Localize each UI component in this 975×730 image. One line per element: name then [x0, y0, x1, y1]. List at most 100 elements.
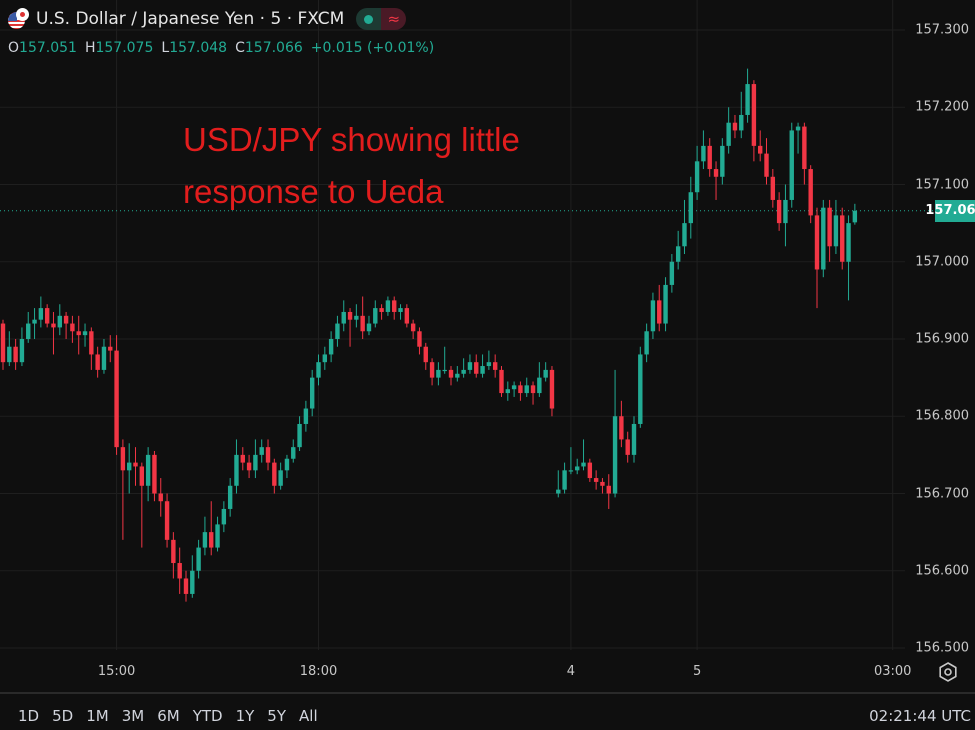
grid-lines	[0, 0, 905, 650]
candle-up	[543, 362, 548, 382]
candle-body	[183, 578, 189, 594]
range-button-5d[interactable]: 5D	[52, 707, 74, 725]
candle-down	[404, 304, 410, 328]
candle-up	[215, 516, 220, 552]
candle-body	[57, 315, 62, 328]
range-button-6m[interactable]: 6M	[157, 707, 180, 725]
candle-body	[190, 570, 195, 594]
candle-down	[530, 381, 536, 405]
candle-body	[511, 385, 517, 390]
range-button-1d[interactable]: 1D	[18, 707, 40, 725]
candle-body	[152, 454, 157, 494]
range-button-3m[interactable]: 3M	[121, 707, 145, 725]
candle-body	[234, 454, 239, 486]
candle-body	[575, 466, 580, 471]
candle-body	[108, 346, 113, 351]
candle-down	[827, 199, 832, 262]
candle-body	[663, 284, 668, 324]
candle-up	[373, 300, 378, 328]
candle-up	[833, 199, 839, 255]
candle-body	[95, 354, 100, 370]
candle-body	[581, 462, 586, 467]
candle-body	[70, 323, 75, 332]
candle-body	[297, 423, 302, 448]
price-tick-label: 157.000	[915, 254, 969, 270]
candle-up	[726, 107, 731, 154]
candle-body	[739, 114, 744, 131]
candle-body	[442, 369, 447, 372]
candle-body	[669, 261, 675, 285]
candle-up	[556, 470, 561, 498]
candle-body	[373, 308, 378, 324]
candle-body	[556, 489, 561, 494]
close-value: 157.066	[244, 40, 303, 56]
candlestick-chart[interactable]	[0, 0, 975, 692]
candle-up	[682, 199, 687, 255]
candle-down	[600, 478, 605, 494]
time-tick-label: 5	[692, 664, 702, 679]
candle-body	[745, 84, 750, 115]
candle-up	[234, 439, 239, 494]
candle-up	[297, 416, 302, 452]
range-button-1y[interactable]: 1Y	[235, 707, 255, 725]
market-open-dot-icon	[356, 8, 382, 30]
candle-body	[429, 362, 435, 378]
candle-body	[650, 300, 656, 332]
candle-down	[587, 458, 593, 482]
range-button-1m[interactable]: 1M	[86, 707, 109, 725]
low-label: L	[161, 40, 170, 56]
candle-up	[328, 331, 334, 363]
utc-clock[interactable]: 02:21:44 UTC	[869, 707, 971, 725]
candle-up	[669, 254, 675, 293]
symbol-header[interactable]: U.S. Dollar / Japanese Yen · 5 · FXCM ≈	[8, 8, 407, 30]
price-tick-label: 157.200	[915, 99, 969, 115]
candle-down	[347, 308, 353, 347]
symbol-title[interactable]: U.S. Dollar / Japanese Yen · 5 · FXCM	[36, 9, 345, 29]
candle-up	[562, 462, 567, 494]
candle-up	[568, 447, 574, 475]
candle-down	[713, 161, 719, 200]
candle-body	[177, 563, 182, 579]
candle-up	[455, 366, 460, 382]
high-value: 157.075	[95, 40, 154, 56]
candle-body	[568, 470, 574, 472]
candle-body	[347, 311, 353, 320]
market-status-pill[interactable]: ≈	[356, 8, 407, 30]
candle-body	[492, 362, 498, 370]
candle-down	[593, 470, 599, 490]
candle-down	[76, 315, 81, 355]
candle-down	[120, 439, 126, 540]
candle-body	[631, 423, 637, 455]
candle-down	[360, 296, 365, 339]
candle-body	[606, 485, 611, 494]
candle-up	[675, 230, 681, 270]
candle-body	[32, 319, 37, 324]
candle-up	[486, 350, 492, 370]
candles	[0, 68, 858, 602]
candle-up	[612, 369, 618, 498]
candle-down	[474, 354, 479, 378]
range-button-all[interactable]: All	[299, 707, 318, 725]
candle-down	[657, 284, 662, 332]
candle-body	[587, 462, 593, 479]
candle-body	[675, 246, 681, 262]
gear-icon[interactable]	[938, 662, 958, 682]
candle-up	[309, 369, 315, 417]
candle-body	[202, 532, 208, 548]
candle-body	[316, 362, 321, 378]
candle-up	[366, 315, 372, 336]
candle-body	[114, 350, 119, 448]
time-tick-label: 15:00	[97, 664, 136, 679]
range-button-ytd[interactable]: YTD	[192, 707, 223, 725]
candle-up	[575, 458, 580, 475]
candle-up	[638, 346, 643, 428]
candle-body	[726, 122, 731, 146]
candle-down	[606, 474, 611, 509]
candle-body	[101, 346, 107, 370]
candle-down	[246, 454, 252, 479]
candle-body	[246, 462, 252, 471]
candle-body	[846, 223, 851, 262]
candle-body	[549, 369, 555, 409]
range-button-5y[interactable]: 5Y	[267, 707, 287, 725]
candle-up	[196, 539, 201, 579]
